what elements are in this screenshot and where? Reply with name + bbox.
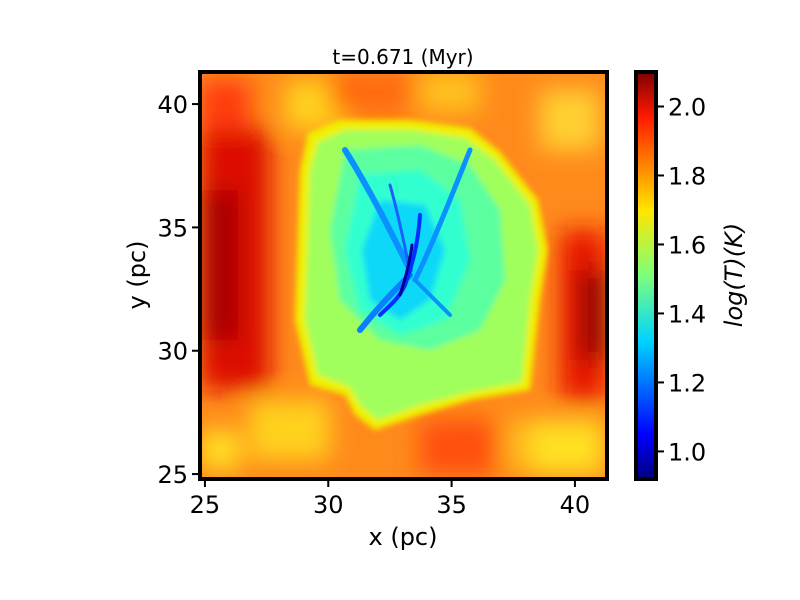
warm-patch [540,90,600,150]
right-hot-core [580,270,607,360]
colorbar-ticks: 1.0 1.2 1.4 1.6 1.8 2.0 [656,93,706,466]
y-tick-label: 30 [157,338,188,366]
x-tick-label: 40 [560,491,591,519]
colorbar-tick-label: 1.2 [668,369,706,397]
warm-patch [420,72,480,112]
y-axis-label: y (pc) [123,241,151,310]
x-tick-label: 30 [313,491,344,519]
colorbar-label: log(T)(K) [720,223,748,327]
y-tick-label: 40 [157,91,188,119]
hot-patch [420,420,500,475]
cold-filaments [342,147,473,333]
warm-patch [250,400,330,460]
hot-patch [330,72,410,112]
colorbar [634,70,658,481]
x-tick-label: 35 [436,491,467,519]
y-tick-label: 35 [157,214,188,242]
left-hot-core [203,190,238,340]
colorbar-tick-label: 2.0 [668,93,706,121]
colorbar-tick-label: 1.4 [668,300,706,328]
colorbar-tick-label: 1.0 [668,438,706,466]
x-tick-label: 25 [190,491,221,519]
y-tick-label: 25 [157,461,188,489]
x-axis-label: x (pc) [369,523,438,551]
chart-title: t=0.671 (Myr) [332,45,473,69]
colorbar-tick-label: 1.8 [668,162,706,190]
warm-patch [530,420,605,475]
x-axis: 25 30 35 40 [190,479,591,519]
heatmap-image [200,72,607,479]
colorbar-tick-label: 1.6 [668,231,706,259]
warm-patch [200,430,240,470]
plot-frame [198,70,609,481]
y-axis: 25 30 35 40 [157,91,200,489]
